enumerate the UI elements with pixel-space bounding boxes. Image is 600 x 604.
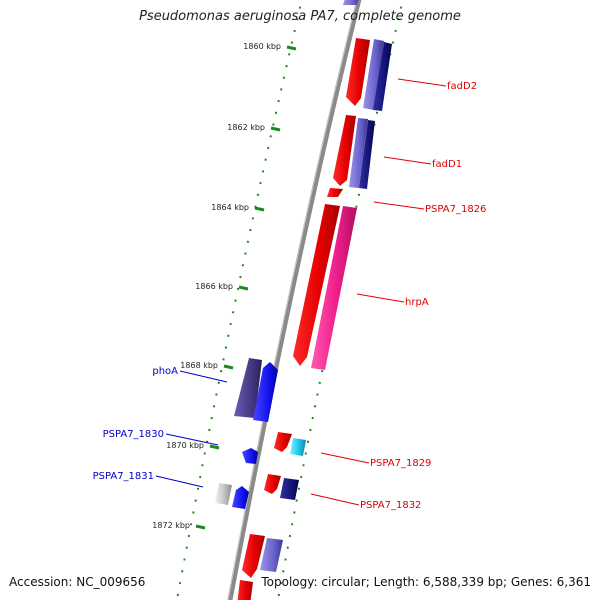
kbp-ticks: 1860 kbp 1862 kbp 1864 kbp 1866 kbp 1868 kbp… [152,42,297,530]
tick-label: 1860 kbp [243,42,281,51]
gene-label-fadD1[interactable]: fadD1 [432,159,462,170]
tick-label: 1864 kbp [211,203,249,212]
gene-top-partial [343,0,359,5]
gene-fadD1 [333,115,356,186]
tick-mark [254,206,265,212]
connector-fadD1 [383,156,432,165]
gene-fadD2-partner-a [363,39,384,110]
tick-label: 1870 kbp [166,441,204,450]
tick-mark [286,45,297,51]
tick-mark [238,285,249,291]
gene-label-PSPA7_1830[interactable]: PSPA7_1830 [103,429,164,440]
gene-phoA-partner [253,362,278,422]
gene-PSPA7_1829-partner [290,438,306,456]
connector-PSPA7_1830 [165,433,219,446]
gene-label-fadD2[interactable]: fadD2 [447,81,477,92]
gene-PSPA7_1826 [327,188,343,197]
connector-PSPA7_1832 [310,493,360,506]
gene-fadD1-partner-a [349,118,368,188]
connector-PSPA7_1831 [155,475,204,488]
gene-fadD2 [346,38,370,106]
tick-label: 1868 kbp [180,361,218,370]
gene-label-PSPA7_1832[interactable]: PSPA7_1832 [360,500,421,511]
tick-mark [209,444,220,450]
gene-PSPA7_1829 [274,432,292,452]
secondary-genes [215,39,392,509]
tick-label: 1872 kbp [152,521,190,530]
gene-PSPA7_1831 [215,483,232,505]
connector-PSPA7_1829 [320,452,370,464]
genome-backbone-highlight [226,0,358,604]
gene-PSPA7_1830 [242,448,258,464]
gene-hrpA [293,204,340,366]
connector-PSPA7_1826 [373,201,425,210]
accession-text: Accession: NC_009656 [9,575,146,589]
tick-label: 1862 kbp [227,123,265,132]
gene-label-hrpA[interactable]: hrpA [405,297,429,308]
map-title: Pseudomonas aeruginosa PA7, complete gen… [139,9,461,24]
outer-tick-track [175,0,303,604]
gene-bottom-a [242,534,265,578]
gene-label-phoA[interactable]: phoA [152,366,178,377]
gene-label-PSPA7_1829[interactable]: PSPA7_1829 [370,458,431,469]
gene-fadD1-partner-b [359,120,375,189]
connector-hrpA [356,293,405,303]
forward-genes [237,0,370,604]
tick-mark [223,364,234,370]
gene-label-PSPA7_1831[interactable]: PSPA7_1831 [93,471,154,482]
tick-mark [270,126,281,132]
gene-fadD2-partner-b [373,42,392,111]
tick-mark [195,524,206,530]
connector-fadD2 [397,78,447,87]
gene-phoA [234,358,262,418]
gene-PSPA7_1832-partner [280,478,299,500]
gene-PSPA7_1832 [264,474,281,494]
gene-labels: fadD2 fadD1 PSPA7_1826 hrpA phoA PSPA7_1… [93,81,487,511]
tick-label: 1866 kbp [195,282,233,291]
genome-backbone [226,0,362,604]
gene-bottom-c [237,580,253,604]
gene-hrpA-partner [311,206,357,370]
gene-PSPA7_1831-partner [232,486,249,509]
gene-label-PSPA7_1826[interactable]: PSPA7_1826 [425,204,486,215]
label-connectors [155,78,447,506]
topology-text: Topology: circular; Length: 6,588,339 bp… [261,575,591,589]
gene-bottom-b [260,538,283,572]
connector-phoA [179,370,228,383]
